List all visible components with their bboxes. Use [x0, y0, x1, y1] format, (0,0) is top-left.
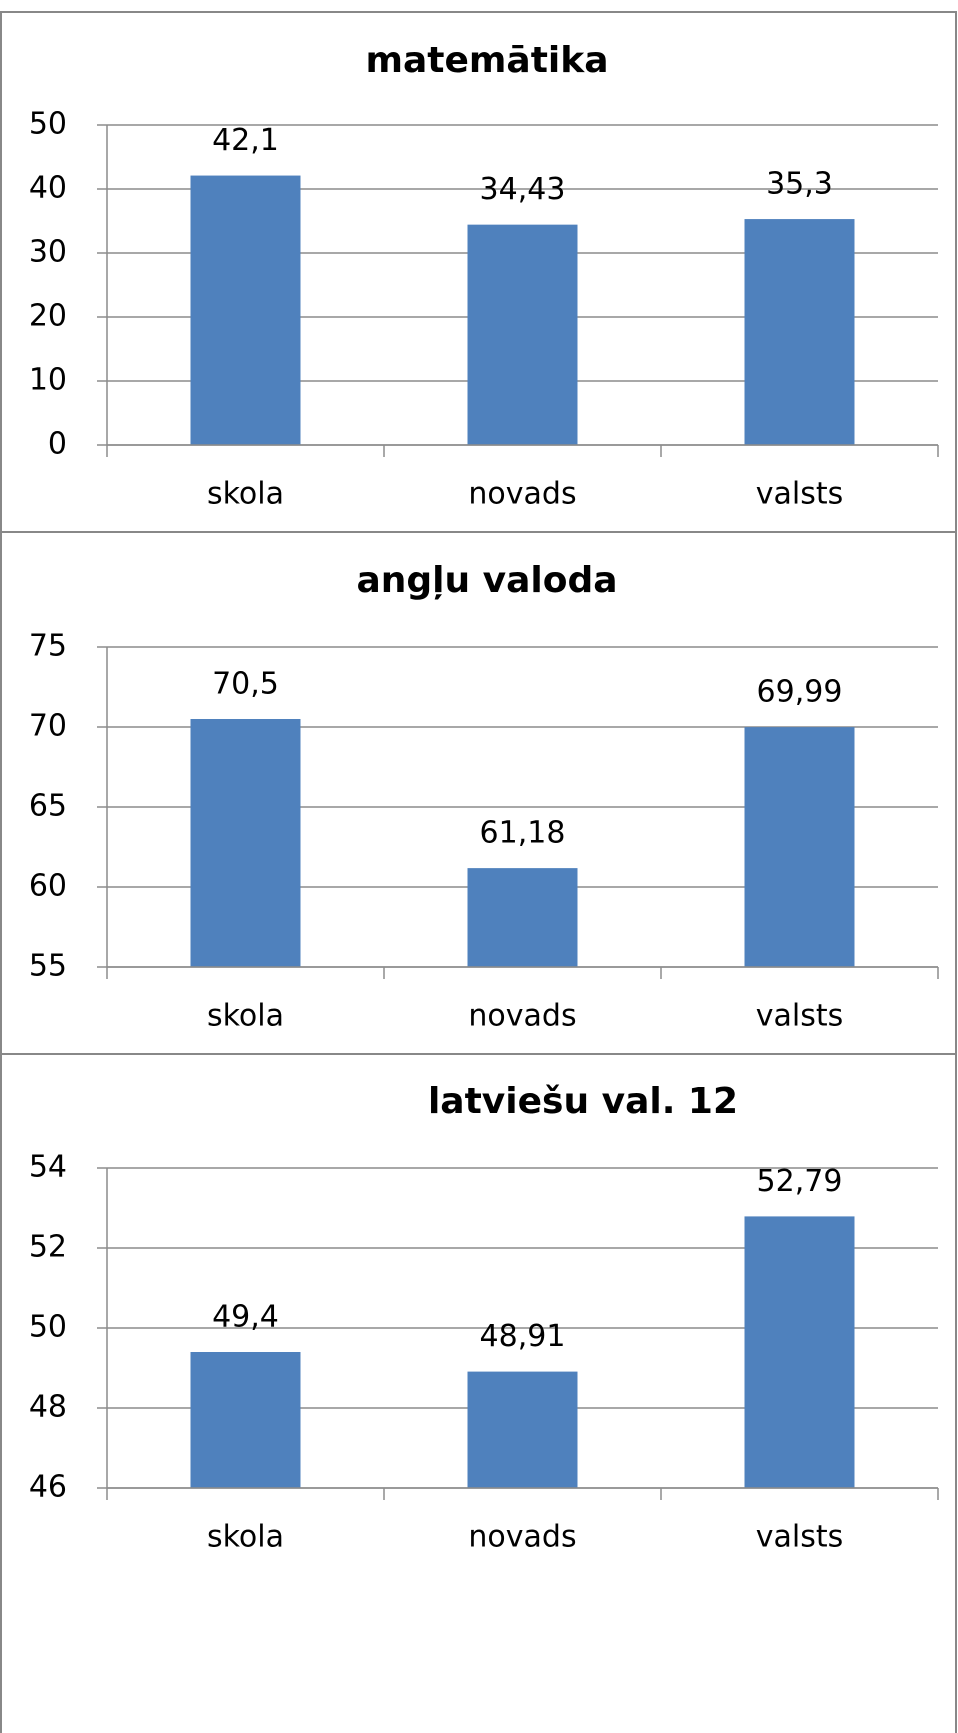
- chart-title: matemātika: [365, 40, 608, 81]
- y-tick-label: 0: [48, 427, 67, 462]
- bar: [744, 219, 855, 445]
- x-tick-label: valsts: [756, 999, 844, 1034]
- bar: [467, 224, 578, 445]
- bar: [744, 1216, 855, 1488]
- y-tick-label: 55: [29, 949, 67, 984]
- x-tick-label: valsts: [756, 477, 844, 512]
- y-tick-label: 10: [29, 363, 67, 398]
- bar: [467, 1371, 578, 1488]
- x-tick-label: novads: [468, 1520, 576, 1555]
- y-tick-label: 46: [29, 1470, 67, 1505]
- bar: [190, 1352, 301, 1488]
- value-label: 48,91: [480, 1319, 566, 1354]
- bar: [467, 868, 578, 967]
- bar: [190, 719, 301, 967]
- y-tick-label: 50: [29, 107, 67, 142]
- y-tick-label: 70: [29, 709, 67, 744]
- y-tick-label: 54: [29, 1150, 67, 1185]
- value-label: 52,79: [757, 1164, 843, 1199]
- y-tick-label: 65: [29, 789, 67, 824]
- value-label: 61,18: [480, 816, 566, 851]
- y-tick-label: 75: [29, 629, 67, 664]
- bar: [744, 727, 855, 967]
- y-tick-label: 20: [29, 299, 67, 334]
- y-tick-label: 60: [29, 869, 67, 904]
- x-tick-label: novads: [468, 999, 576, 1034]
- y-tick-label: 30: [29, 235, 67, 270]
- y-tick-label: 40: [29, 171, 67, 206]
- panel-border: [0, 1053, 957, 1733]
- x-tick-label: skola: [207, 999, 284, 1034]
- value-label: 42,1: [212, 123, 279, 158]
- x-tick-label: skola: [207, 477, 284, 512]
- value-label: 49,4: [212, 1300, 279, 1335]
- value-label: 69,99: [757, 675, 843, 710]
- x-tick-label: skola: [207, 1520, 284, 1555]
- x-tick-label: novads: [468, 477, 576, 512]
- x-tick-label: valsts: [756, 1520, 844, 1555]
- y-tick-label: 52: [29, 1230, 67, 1265]
- value-label: 35,3: [766, 167, 833, 202]
- bar: [190, 175, 301, 445]
- chart-title: angļu valoda: [356, 560, 617, 601]
- y-tick-label: 50: [29, 1310, 67, 1345]
- value-label: 70,5: [212, 667, 279, 702]
- value-label: 34,43: [480, 172, 566, 207]
- y-tick-label: 48: [29, 1390, 67, 1425]
- chart-title: latviešu val. 12: [428, 1081, 738, 1122]
